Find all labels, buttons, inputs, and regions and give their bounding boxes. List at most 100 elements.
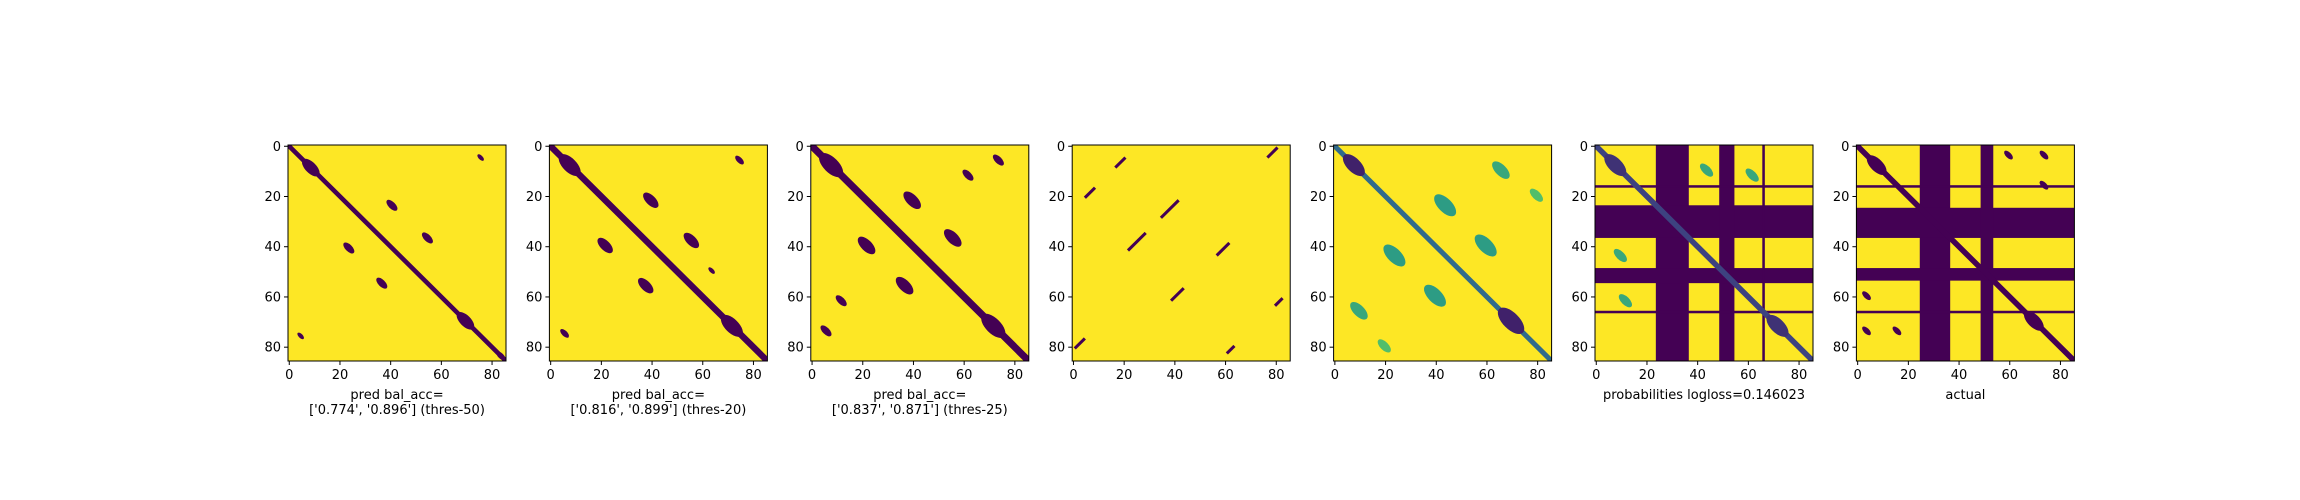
heatmap-blob: [560, 328, 570, 338]
y-tick-label: 40: [526, 240, 543, 255]
heatmap-blob: [1350, 301, 1368, 320]
heatmap-blob: [683, 232, 700, 249]
heatmap-blob: [1434, 194, 1457, 217]
heatmap-cells: [549, 145, 768, 361]
heatmap-blob: [1604, 154, 1627, 177]
x-tick-label: 80: [1791, 368, 1808, 383]
heatmap-band-row: [1595, 185, 1813, 188]
y-tick-label: 60: [787, 290, 804, 305]
heatmap-segment: [1225, 344, 1236, 355]
axes-frame: [1594, 144, 1814, 362]
x-axis-caption: pred bal_acc=: [612, 388, 705, 403]
y-tick-label: 80: [1571, 341, 1588, 356]
heatmap-band-row: [1856, 185, 2075, 188]
heatmap-band-column: [1980, 145, 1994, 361]
heatmap-blob: [735, 155, 744, 165]
y-tick-label: 80: [787, 341, 804, 356]
y-tick-label: 20: [1833, 190, 1850, 205]
heatmap-blob: [597, 237, 613, 254]
heatmap-blob: [386, 199, 398, 211]
heatmap-background: [1072, 145, 1291, 361]
y-tick-label: 80: [264, 341, 281, 356]
heatmap-panel-2: 0 20 40 60 80 0 20 40 60 80 pred bal_acc=['0.816',…: [526, 140, 768, 418]
axes-frame: [287, 144, 507, 362]
x-axis-caption: probabilities logloss=0.146023: [1603, 388, 1805, 403]
y-tick-label: 80: [1049, 341, 1066, 356]
heatmap-blob: [376, 277, 388, 289]
heatmap-blob: [1766, 314, 1789, 337]
heatmap-cells: [1856, 145, 2075, 361]
heatmap-blob: [1613, 248, 1627, 263]
heatmap-panel-3: 0 20 40 60 80 0 20 40 60 80 pred bal_acc=['0.837',…: [787, 140, 1030, 418]
y-tick-label: 60: [1833, 290, 1850, 305]
x-tick-label: 0: [808, 368, 816, 383]
heatmap-blob: [343, 242, 355, 254]
x-tick-label: 60: [1479, 368, 1496, 383]
heatmap-blob: [456, 312, 475, 330]
y-tick-label: 20: [787, 190, 804, 205]
x-tick-label: 20: [1900, 368, 1917, 383]
x-tick-label: 60: [1740, 368, 1757, 383]
heatmap-cells: [1333, 145, 1552, 361]
x-axis-caption: pred bal_acc=: [350, 388, 443, 403]
y-tick-label: 60: [264, 290, 281, 305]
y-tick-label: 60: [1571, 290, 1588, 305]
heatmap-blob: [1892, 326, 1902, 336]
heatmap-panel-6: 0 20 40 60 80 0 20 40 60 80 probabilities logloss=…: [1571, 140, 1814, 403]
x-tick-label: 0: [285, 368, 293, 383]
y-tick-label: 0: [1318, 140, 1326, 155]
heatmap-band-column: [1655, 145, 1689, 361]
heatmap-band-column: [1762, 145, 1765, 361]
x-tick-label: 20: [1116, 368, 1133, 383]
y-tick-label: 20: [526, 190, 543, 205]
y-tick-label: 40: [1049, 240, 1066, 255]
heatmap-blob: [1377, 339, 1391, 353]
heatmap-blob: [981, 313, 1006, 338]
axes-frame: [1855, 144, 2075, 362]
x-tick-label: 80: [484, 368, 501, 383]
x-tick-label: 20: [854, 368, 871, 383]
y-tick-label: 60: [1310, 290, 1327, 305]
y-tick-label: 0: [1057, 140, 1065, 155]
y-tick-label: 40: [1833, 240, 1850, 255]
y-tick-label: 40: [787, 240, 804, 255]
y-tick-label: 0: [1841, 140, 1849, 155]
x-tick-label: 20: [1639, 368, 1656, 383]
heatmap-blob: [1529, 188, 1543, 202]
heatmap-blob: [943, 229, 962, 247]
y-tick-label: 40: [264, 240, 281, 255]
y-tick-label: 0: [796, 140, 804, 155]
x-tick-label: 80: [1007, 368, 1024, 383]
heatmap-blob: [1745, 168, 1759, 182]
y-tick-label: 80: [1310, 341, 1327, 356]
heatmap-blob: [2039, 150, 2049, 160]
heatmap-blob: [2039, 180, 2049, 190]
heatmap-blob: [992, 154, 1004, 166]
x-tick-label: 0: [1331, 368, 1339, 383]
x-tick-label: 0: [1069, 368, 1077, 383]
heatmap-blob: [962, 169, 974, 181]
x-tick-label: 40: [382, 368, 399, 383]
heatmap-blob: [720, 314, 743, 337]
x-tick-label: 80: [1268, 368, 1285, 383]
heatmap-panel-5: 0 20 40 60 80 0 20 40 60 80: [1310, 140, 1553, 383]
y-tick-label: 0: [273, 140, 281, 155]
heatmap-blob: [558, 154, 581, 177]
y-tick-label: 60: [1049, 290, 1066, 305]
heatmap-blob: [477, 154, 484, 161]
x-axis-caption: ['0.837', '0.871'] (thres-25): [832, 403, 1008, 418]
heatmap-segment: [1273, 297, 1284, 307]
heatmap-blob: [643, 192, 659, 208]
heatmap-blob: [1618, 294, 1633, 308]
heatmap-blob: [1492, 161, 1510, 179]
heatmap-band-row: [1595, 268, 1813, 284]
heatmap-segment: [1159, 199, 1180, 219]
heatmap-blob: [1342, 154, 1365, 177]
y-tick-label: 40: [1571, 240, 1588, 255]
heatmap-cells: [810, 145, 1029, 361]
heatmap-segment: [1114, 156, 1127, 169]
heatmap-blob: [1699, 163, 1714, 177]
y-tick-label: 0: [1580, 140, 1588, 155]
x-tick-label: 0: [1592, 368, 1600, 383]
heatmap-blob: [1497, 307, 1525, 335]
